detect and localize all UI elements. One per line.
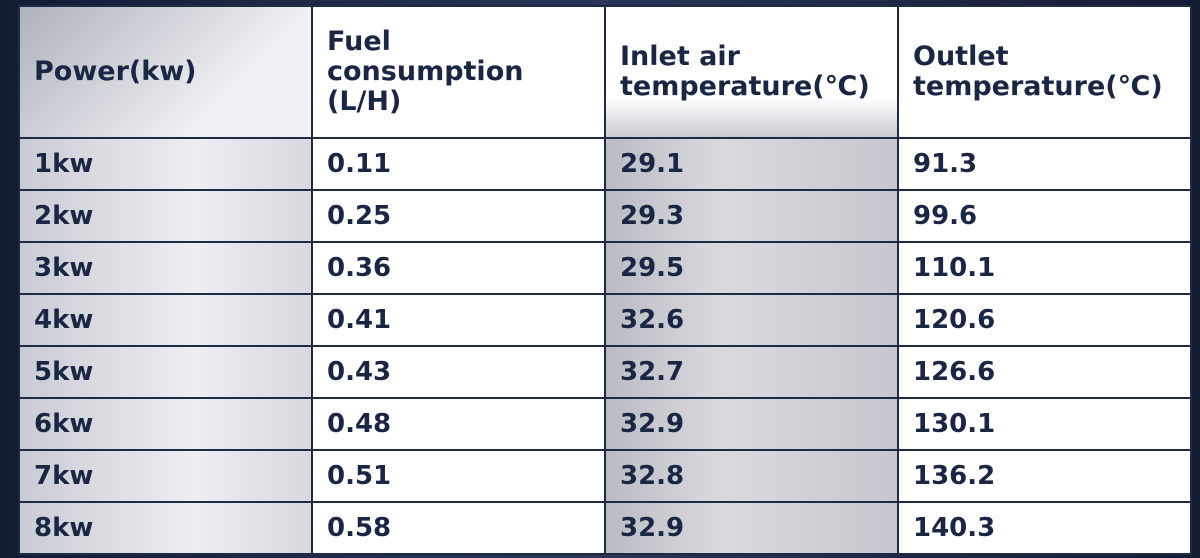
table-cell: 29.3 (604, 189, 899, 243)
table-cell: 126.6 (897, 345, 1192, 399)
table-cell: 7kw (18, 449, 313, 503)
header-cell: Fuel consumption (L/H) (311, 5, 606, 139)
table-cell: 4kw (18, 293, 313, 347)
spec-table: Power(kw) Fuel consumption (L/H) Inlet air… (18, 5, 1192, 555)
table-cell: 91.3 (897, 137, 1192, 191)
table-cell: 0.25 (311, 189, 606, 243)
table-cell: 0.58 (311, 501, 606, 555)
table-cell: 0.51 (311, 449, 606, 503)
table-row: 4kw 0.41 32.6 120.6 (18, 293, 1192, 347)
table-cell: 29.5 (604, 241, 899, 295)
table-cell: 32.6 (604, 293, 899, 347)
table-cell: 5kw (18, 345, 313, 399)
table-cell: 32.7 (604, 345, 899, 399)
table-cell: 0.36 (311, 241, 606, 295)
table-row: 3kw 0.36 29.5 110.1 (18, 241, 1192, 295)
table-cell: 0.48 (311, 397, 606, 451)
table-cell: 32.9 (604, 501, 899, 555)
header-text: Inlet air temperature(℃) (620, 41, 870, 102)
table-row: 5kw 0.43 32.7 126.6 (18, 345, 1192, 399)
table-cell: 130.1 (897, 397, 1192, 451)
table-cell: 8kw (18, 501, 313, 555)
header-row: Power(kw) Fuel consumption (L/H) Inlet air… (18, 5, 1192, 139)
table-cell: 0.41 (311, 293, 606, 347)
header-text: Outlet temperature(℃) (913, 41, 1163, 102)
table-row: 8kw 0.58 32.9 140.3 (18, 501, 1192, 555)
table-cell: 140.3 (897, 501, 1192, 555)
table-cell: 1kw (18, 137, 313, 191)
table-row: 2kw 0.25 29.3 99.6 (18, 189, 1192, 243)
header-cell: Outlet temperature(℃) (897, 5, 1192, 139)
table-cell: 99.6 (897, 189, 1192, 243)
table-cell: 6kw (18, 397, 313, 451)
table-row: 7kw 0.51 32.8 136.2 (18, 449, 1192, 503)
table-cell: 32.8 (604, 449, 899, 503)
header-text: Power(kw) (34, 56, 197, 87)
table-cell: 2kw (18, 189, 313, 243)
table-cell: 0.11 (311, 137, 606, 191)
table-cell: 32.9 (604, 397, 899, 451)
table-cell: 136.2 (897, 449, 1192, 503)
table-row: 6kw 0.48 32.9 130.1 (18, 397, 1192, 451)
table-cell: 120.6 (897, 293, 1192, 347)
table-cell: 110.1 (897, 241, 1192, 295)
table-cell: 29.1 (604, 137, 899, 191)
table-cell: 3kw (18, 241, 313, 295)
table-body: 1kw 0.11 29.1 91.3 2kw 0.25 29.3 99.6 3kw 0.36 29.… (18, 137, 1192, 555)
table-row: 1kw 0.11 29.1 91.3 (18, 137, 1192, 191)
header-text: Fuel consumption (L/H) (327, 26, 524, 117)
header-cell: Inlet air temperature(℃) (604, 5, 899, 139)
header-cell: Power(kw) (18, 5, 313, 139)
table-cell: 0.43 (311, 345, 606, 399)
